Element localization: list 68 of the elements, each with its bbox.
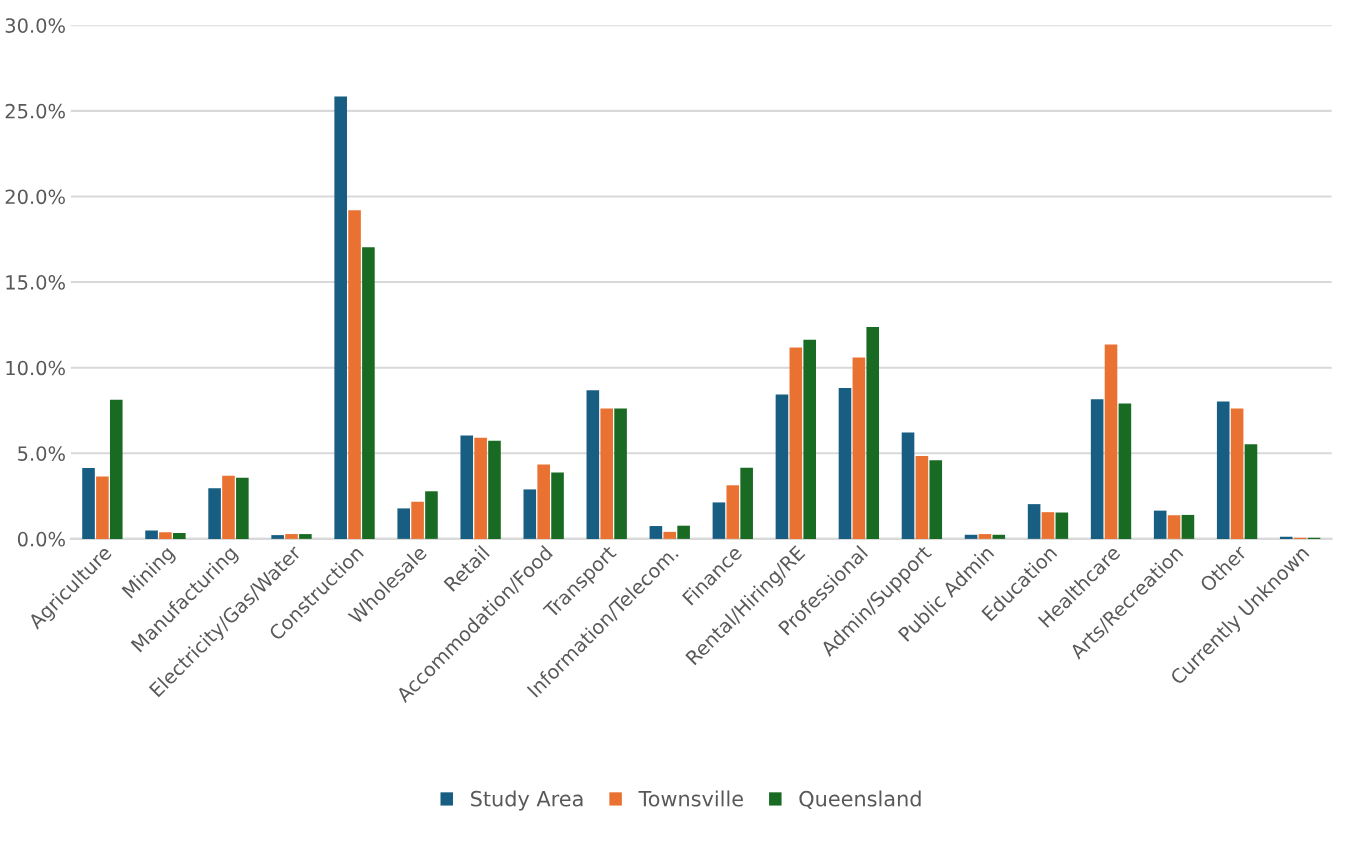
bar (726, 485, 740, 539)
bar (1118, 403, 1132, 539)
bar (236, 477, 249, 539)
bar (348, 210, 361, 539)
bar (1216, 401, 1230, 539)
y-tick-label: 30.0% (5, 18, 65, 33)
bar (978, 534, 992, 539)
bar (992, 534, 1006, 539)
bar (852, 357, 866, 539)
bar (712, 502, 726, 539)
bar (1244, 444, 1258, 539)
bar (614, 408, 627, 539)
y-tick-label: 15.0% (6, 275, 65, 290)
legend-label: Study Area (471, 790, 583, 811)
y-tick-label: 25.0% (5, 103, 65, 119)
bar (551, 472, 564, 539)
bar (474, 437, 487, 539)
bar (1055, 512, 1069, 539)
bar (397, 508, 411, 539)
bar (1027, 504, 1041, 539)
bar (838, 387, 852, 539)
bar (299, 534, 312, 539)
bar (915, 456, 929, 539)
bar (677, 525, 690, 539)
bar (775, 394, 789, 539)
bar (96, 476, 109, 539)
bar (537, 464, 550, 539)
bar (663, 531, 677, 539)
bar (1167, 515, 1181, 539)
bar (866, 326, 880, 539)
bar (425, 491, 438, 539)
legend-label: Queensland (799, 790, 921, 809)
bar (929, 460, 943, 539)
bar (1041, 512, 1055, 539)
bar (109, 399, 123, 539)
bar (222, 475, 235, 539)
bar (1090, 399, 1104, 539)
bar (1181, 514, 1195, 539)
y-tick-label: 5.0% (18, 446, 65, 461)
bar (1104, 344, 1118, 539)
bar (173, 533, 186, 539)
bar (362, 247, 375, 539)
bar (803, 339, 816, 539)
bar (334, 96, 347, 539)
y-tick-label: 20.0% (5, 189, 65, 205)
bar (208, 488, 221, 539)
bar (460, 435, 474, 539)
y-tick-label: 10.0% (6, 360, 65, 376)
bar (159, 532, 172, 539)
bar (523, 489, 537, 539)
bar (789, 347, 803, 539)
bar (271, 535, 284, 539)
bar (901, 432, 915, 539)
bar (649, 526, 663, 539)
bar (1153, 510, 1167, 539)
bar (285, 534, 298, 539)
bar (1279, 536, 1293, 539)
bar (411, 501, 424, 539)
bar (1230, 408, 1244, 539)
y-tick-label: 0.0% (17, 531, 65, 547)
bar (488, 440, 501, 539)
bar (600, 408, 614, 539)
bar (145, 530, 158, 539)
bar (740, 467, 753, 539)
bar (964, 534, 978, 539)
bar (82, 468, 95, 539)
bar (586, 390, 600, 539)
legend-label: Townsville (638, 790, 743, 807)
